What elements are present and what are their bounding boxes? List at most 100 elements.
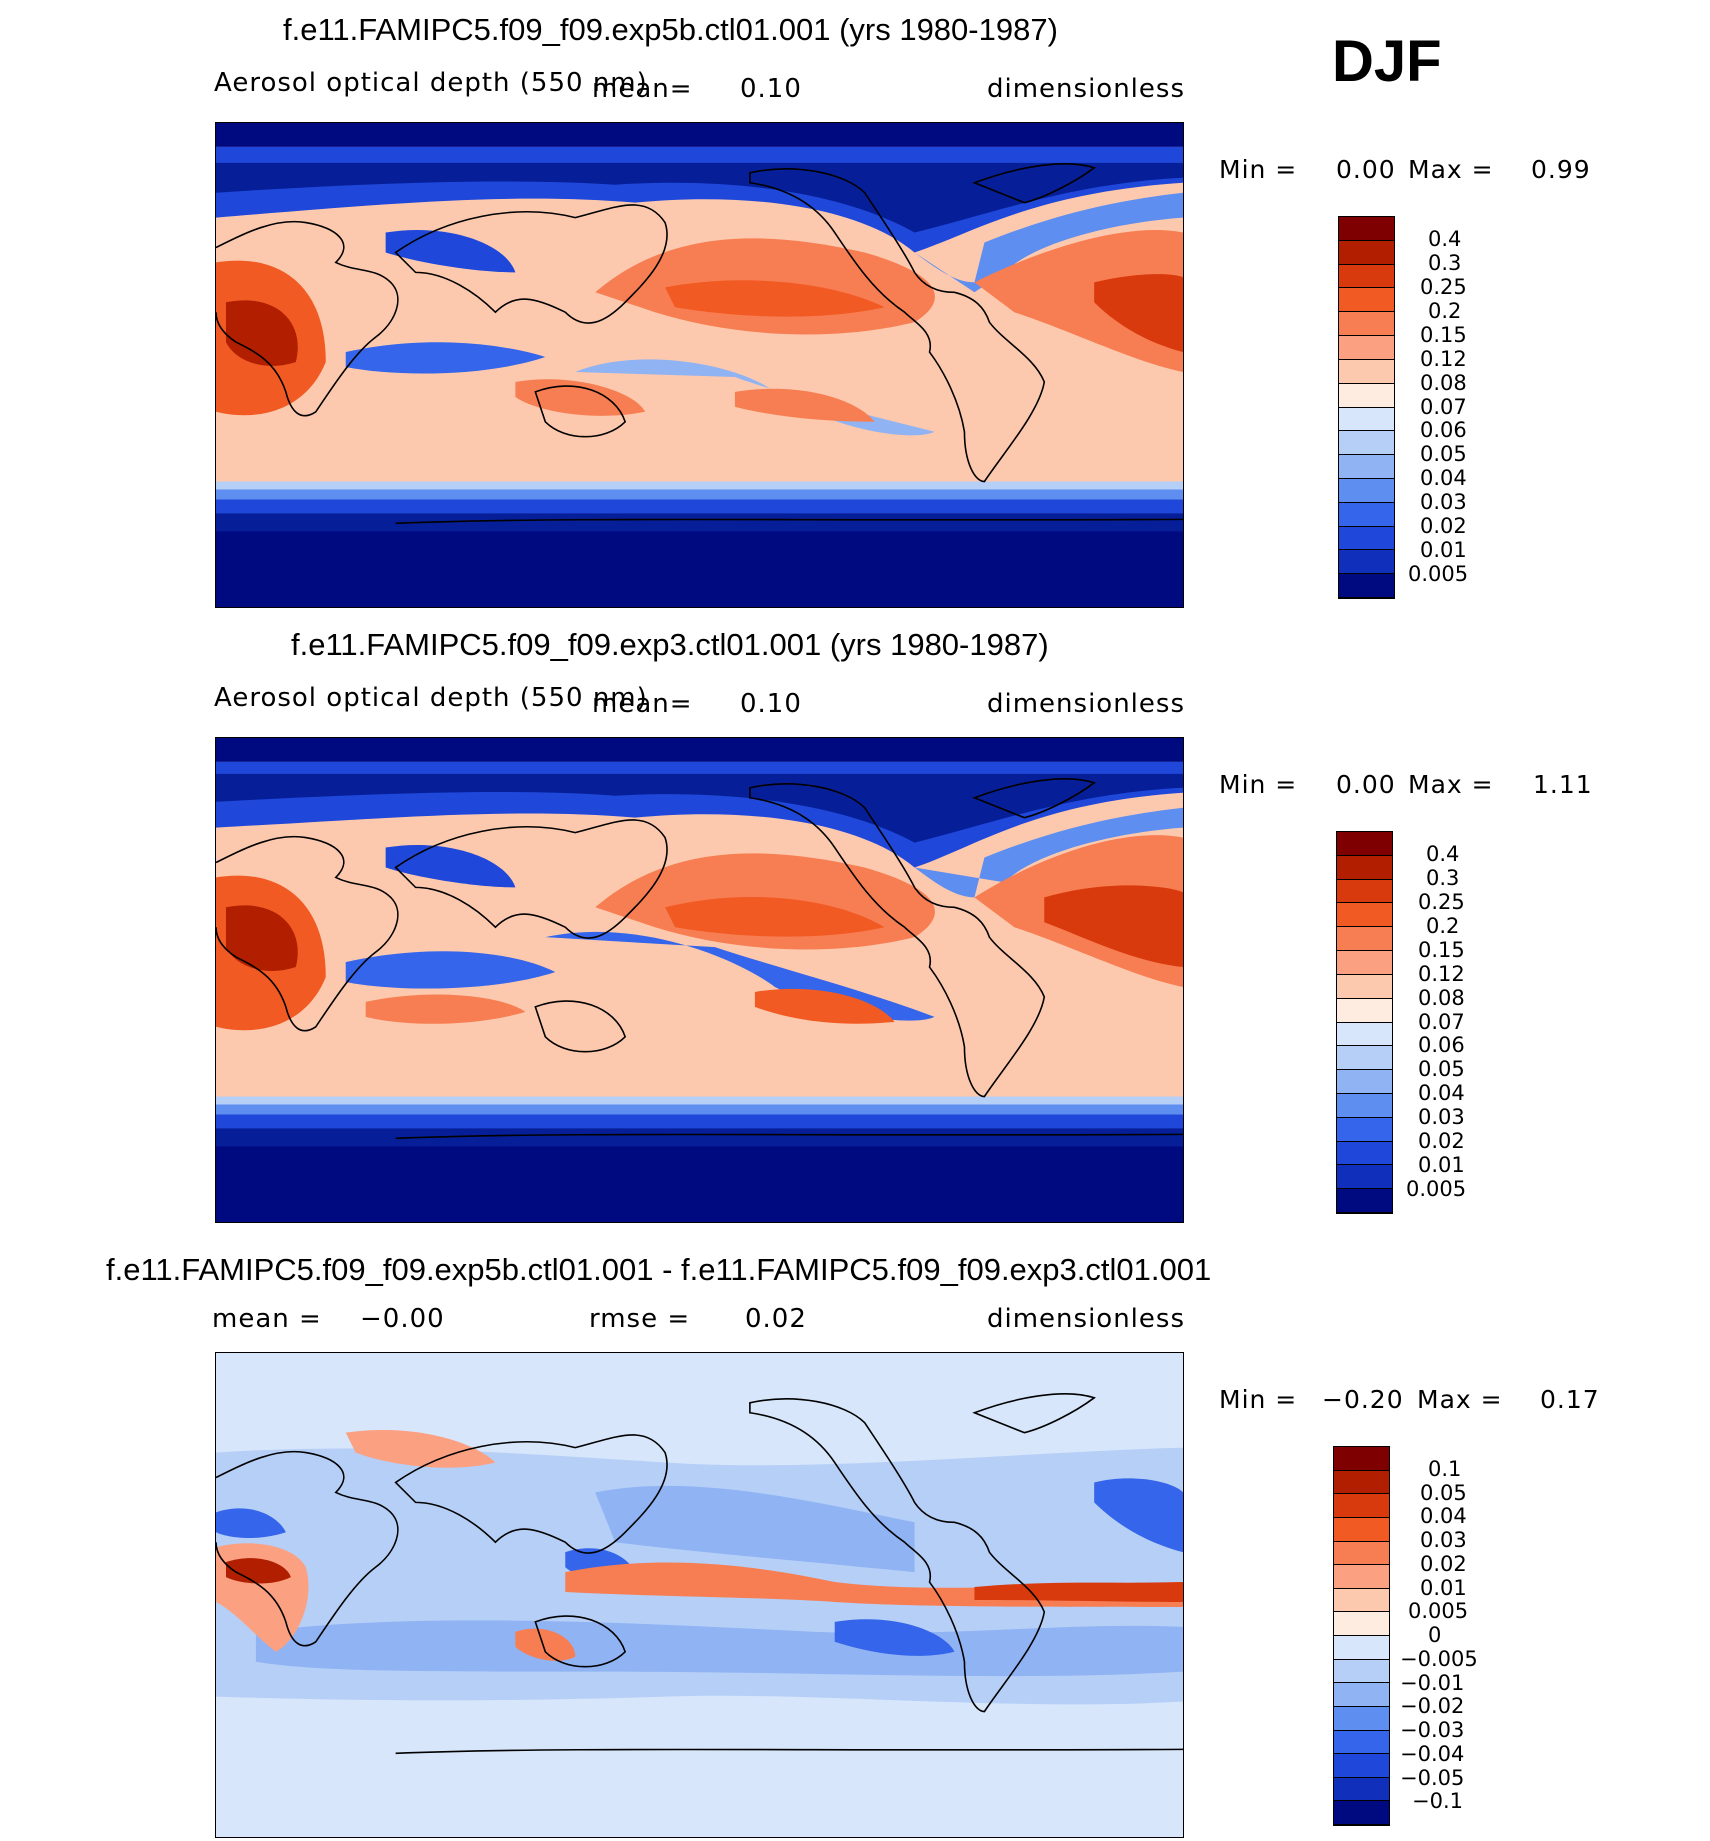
colorbar-tick-label: 0.2 xyxy=(1428,298,1462,323)
colorbar-tick-label: −0.01 xyxy=(1400,1670,1465,1695)
colorbar-tick-label: −0.05 xyxy=(1400,1765,1465,1790)
panel-middle-mean-label: mean= xyxy=(592,689,693,719)
colorbar-swatch xyxy=(1334,1517,1389,1542)
colorbar-swatch xyxy=(1337,855,1392,880)
colorbar-tick-label: 0.01 xyxy=(1420,538,1467,563)
colorbar-tick-label: 0.15 xyxy=(1418,937,1465,962)
colorbar-tick-label: 0.06 xyxy=(1418,1033,1465,1058)
colorbar-tick-label: 0.04 xyxy=(1420,466,1467,491)
panel-middle-min-value: 0.00 xyxy=(1336,770,1396,799)
panel-bottom-colorbar xyxy=(1333,1446,1390,1826)
panel-middle-min-label: Min = xyxy=(1219,770,1298,799)
colorbar-tick-label: 0.005 xyxy=(1408,562,1469,587)
colorbar-swatch xyxy=(1334,1447,1389,1471)
colorbar-tick-label: 0.07 xyxy=(1418,1009,1465,1034)
panel-bottom-units: dimensionless xyxy=(987,1304,1185,1334)
colorbar-swatch xyxy=(1339,240,1394,265)
panel-bottom-min-value: −0.20 xyxy=(1322,1385,1404,1414)
panel-middle-map xyxy=(215,737,1184,1223)
colorbar-swatch xyxy=(1334,1494,1389,1518)
colorbar-tick-label: 0.08 xyxy=(1418,985,1465,1010)
colorbar-swatch xyxy=(1334,1706,1389,1731)
colorbar-tick-label: 0.4 xyxy=(1428,226,1462,251)
colorbar-tick-label: 0.005 xyxy=(1406,1177,1467,1202)
panel-top-map xyxy=(215,122,1184,608)
colorbar-tick-label: 0.3 xyxy=(1426,865,1460,890)
colorbar-tick-label: 0.03 xyxy=(1418,1105,1465,1130)
colorbar-tick-label: 0.12 xyxy=(1420,346,1467,371)
colorbar-swatch xyxy=(1339,336,1394,360)
colorbar-swatch xyxy=(1339,431,1394,456)
panel-middle-variable: Aerosol optical depth (550 nm) xyxy=(214,683,648,713)
colorbar-tick-label: −0.03 xyxy=(1400,1718,1465,1742)
colorbar-tick-label: 0.08 xyxy=(1420,370,1467,395)
colorbar-tick-label: −0.02 xyxy=(1400,1694,1465,1719)
panel-bottom-rmse-value: 0.02 xyxy=(745,1304,807,1334)
colorbar-tick-label: 0.25 xyxy=(1420,274,1467,299)
colorbar-tick-label: 0 xyxy=(1428,1623,1442,1647)
panel-middle-max-label: Max = xyxy=(1408,770,1494,799)
panel-bottom-max-label: Max = xyxy=(1417,1385,1503,1414)
colorbar-swatch xyxy=(1339,288,1394,313)
colorbar-tick-label: 0.03 xyxy=(1420,490,1467,515)
colorbar-swatch xyxy=(1339,312,1394,337)
panel-bottom-title: f.e11.FAMIPC5.f09_f09.exp5b.ctl01.001 - … xyxy=(106,1252,1212,1287)
colorbar-tick-label: 0.04 xyxy=(1420,1504,1467,1529)
colorbar-tick-label: 0.02 xyxy=(1418,1129,1465,1154)
colorbar-swatch xyxy=(1334,1754,1389,1778)
colorbar-swatch xyxy=(1334,1612,1389,1636)
colorbar-swatch xyxy=(1339,478,1394,503)
panel-top-max-value: 0.99 xyxy=(1531,155,1591,184)
panel-bottom-mean-value: −0.00 xyxy=(360,1304,445,1334)
colorbar-swatch xyxy=(1334,1588,1389,1613)
colorbar-tick-label: 0.02 xyxy=(1420,1551,1467,1576)
colorbar-tick-label: 0.05 xyxy=(1420,442,1467,467)
colorbar-tick-label: 0.1 xyxy=(1428,1456,1462,1481)
colorbar-swatch xyxy=(1339,383,1394,408)
colorbar-swatch xyxy=(1337,927,1392,952)
colorbar-swatch xyxy=(1334,1541,1389,1566)
colorbar-swatch xyxy=(1337,1117,1392,1142)
colorbar-swatch xyxy=(1337,1022,1392,1047)
panel-bottom-map xyxy=(215,1352,1184,1838)
colorbar-tick-label: 0.06 xyxy=(1420,418,1467,443)
colorbar-swatch xyxy=(1337,1046,1392,1071)
panel-middle-title: f.e11.FAMIPC5.f09_f09.exp3.ctl01.001 (yr… xyxy=(291,627,1049,662)
colorbar-tick-label: −0.005 xyxy=(1400,1646,1478,1671)
colorbar-swatch xyxy=(1334,1730,1389,1755)
colorbar-swatch xyxy=(1337,1165,1392,1190)
panel-middle-colorbar xyxy=(1336,831,1393,1214)
panel-top-max-label: Max = xyxy=(1408,155,1494,184)
colorbar-swatch xyxy=(1337,998,1392,1023)
colorbar-swatch xyxy=(1337,1141,1392,1166)
panel-top-min-value: 0.00 xyxy=(1336,155,1396,184)
panel-top-colorbar xyxy=(1338,216,1395,599)
colorbar-swatch xyxy=(1334,1777,1389,1802)
colorbar-tick-label: 0.25 xyxy=(1418,889,1465,914)
colorbar-tick-label: 0.02 xyxy=(1420,514,1467,539)
colorbar-swatch xyxy=(1334,1659,1389,1684)
panel-bottom-max-value: 0.17 xyxy=(1540,1385,1600,1414)
colorbar-tick-label: 0.12 xyxy=(1418,961,1465,986)
colorbar-tick-label: −0.04 xyxy=(1400,1741,1465,1766)
colorbar-tick-label: 0.3 xyxy=(1428,250,1462,275)
colorbar-swatch xyxy=(1339,550,1394,575)
panel-bottom-rmse-label: rmse = xyxy=(589,1304,691,1334)
colorbar-tick-label: 0.03 xyxy=(1420,1528,1467,1552)
colorbar-swatch xyxy=(1339,264,1394,289)
colorbar-tick-label: 0.01 xyxy=(1418,1153,1465,1178)
colorbar-swatch xyxy=(1339,407,1394,432)
colorbar-swatch xyxy=(1339,526,1394,551)
colorbar-swatch xyxy=(1337,951,1392,975)
panel-middle-max-value: 1.11 xyxy=(1533,770,1593,799)
panel-bottom-min-label: Min = xyxy=(1219,1385,1298,1414)
colorbar-swatch xyxy=(1334,1801,1389,1825)
colorbar-swatch xyxy=(1337,974,1392,999)
panel-top-variable: Aerosol optical depth (550 nm) xyxy=(214,68,648,98)
colorbar-tick-label: −0.1 xyxy=(1412,1789,1463,1814)
panel-bottom-mean-label: mean = xyxy=(212,1304,322,1334)
colorbar-swatch xyxy=(1334,1636,1389,1660)
colorbar-swatch xyxy=(1337,832,1392,856)
colorbar-swatch xyxy=(1337,1189,1392,1213)
panel-top-units: dimensionless xyxy=(987,74,1185,104)
